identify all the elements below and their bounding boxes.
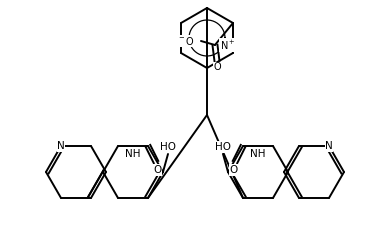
Text: N: N	[57, 141, 65, 151]
Text: HO: HO	[160, 142, 176, 152]
Text: NH: NH	[125, 149, 141, 159]
Text: O: O	[213, 62, 221, 72]
Text: N$^+$: N$^+$	[220, 39, 236, 52]
Text: O: O	[153, 165, 161, 175]
Text: O: O	[230, 165, 238, 175]
Text: N: N	[325, 141, 333, 151]
Text: NH: NH	[250, 149, 266, 159]
Text: HO: HO	[215, 142, 231, 152]
Text: $^-$O: $^-$O	[177, 35, 195, 47]
